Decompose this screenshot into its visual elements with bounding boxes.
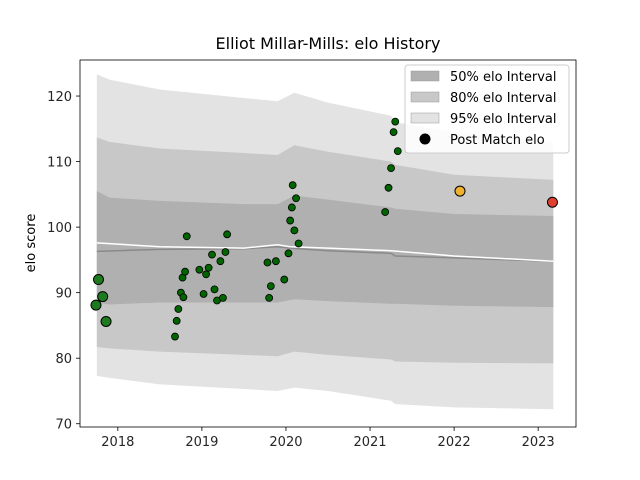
x-tick-label: 2023 [522,435,555,450]
data-point [391,117,400,126]
data-point [284,249,293,258]
data-point [292,194,300,203]
y-tick-label: 80 [55,352,72,367]
data-point [271,257,280,266]
y-tick-label: 120 [47,90,72,105]
legend-entry: Post Match elo [450,133,545,148]
legend-entry: 50% elo Interval [450,70,557,85]
data-point [454,185,466,197]
data-point [202,270,211,279]
axes: 2018 2019 2020 2021 2022 2023 70 80 90 100 110 120 [47,59,577,450]
data-point [219,293,227,302]
data-point [100,315,112,327]
data-point [174,305,183,313]
data-point [179,293,188,302]
data-point [389,128,398,136]
data-point [199,290,208,298]
y-tick-label: 110 [47,156,72,171]
x-tick-label: 2022 [438,435,471,450]
chart-title: Elliot Millar-Mills: elo History [216,34,441,53]
legend-box [404,64,570,154]
data-point [286,216,295,225]
data-point [171,332,179,341]
y-tick-label: 100 [47,221,72,236]
legend-marker [419,133,431,145]
legend-swatch [410,91,440,103]
data-point [384,183,393,192]
data-point [287,203,296,212]
data-point [204,263,213,272]
data-point [280,275,289,284]
data-point [381,208,390,216]
mean-line [96,242,554,262]
data-point [393,147,402,155]
x-tick-label: 2021 [353,435,386,450]
data-point [294,239,303,248]
y-axis-label: elo score [24,214,39,273]
x-tick-label: 2020 [269,435,302,450]
data-point [90,299,102,311]
legend-swatch [410,70,440,82]
data-point [181,267,189,276]
plot-frame [79,59,577,428]
data-point [92,274,104,286]
data-point [266,282,275,290]
data-point [288,181,297,190]
x-tick-label: 2019 [185,435,218,450]
data-point [172,316,181,325]
data-point [290,226,299,235]
data-point [210,285,219,294]
data-point [263,258,272,267]
data-point [208,250,216,259]
legend: 50% elo Interval 80% elo Interval 95% elo … [404,64,570,154]
y-tick-label: 70 [55,418,72,433]
data-point [182,232,191,241]
data-point [221,248,230,256]
legend-entry: 95% elo Interval [450,112,557,127]
plot-area [90,74,558,410]
band-50 [96,191,554,308]
data-point [223,230,232,239]
x-tick-label: 2018 [101,435,134,450]
data-point [387,164,395,173]
data-point [216,257,225,266]
median-line [96,246,554,262]
legend-swatch [410,112,440,124]
legend-entry: 80% elo Interval [450,91,557,106]
data-point [195,265,204,274]
data-point [97,291,109,303]
data-point [546,196,558,208]
data-point [265,293,274,302]
y-tick-label: 90 [55,287,72,302]
